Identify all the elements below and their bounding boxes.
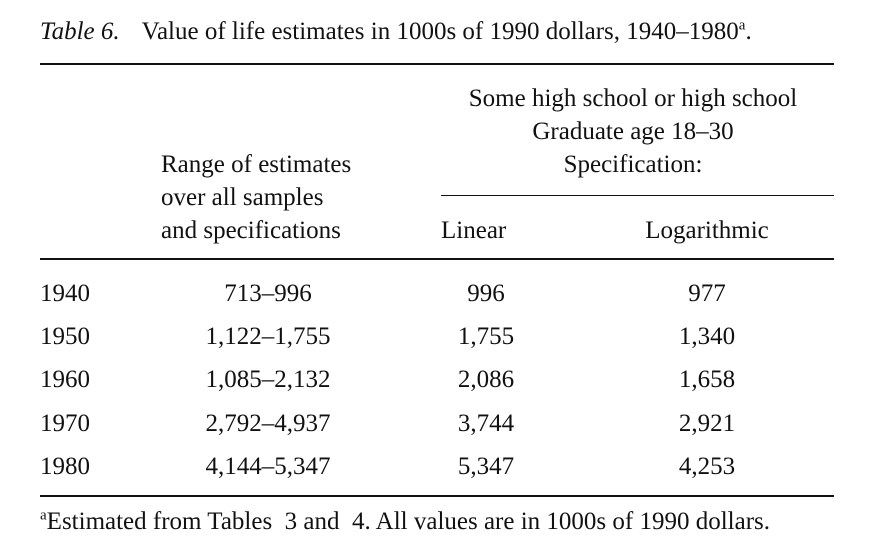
linear-cell: 996 <box>467 280 505 307</box>
group-header-line1: Some high school or high school <box>468 85 798 112</box>
range-cell: 1,122–1,755 <box>205 323 331 350</box>
linear-cell: 3,744 <box>457 410 515 437</box>
table-label: Table 6. <box>40 18 120 45</box>
table-footnote: aEstimated from Tables 3 and 4. All valu… <box>40 508 770 536</box>
log-cell: 977 <box>688 280 726 307</box>
log-cell: 4,253 <box>678 453 736 480</box>
range-header-line3: and specifications <box>161 217 341 244</box>
log-cell: 2,921 <box>678 410 736 437</box>
range-cell: 713–996 <box>224 280 312 307</box>
range-header-line1: Range of estimates <box>161 151 352 178</box>
top-rule <box>40 63 834 65</box>
header-rule <box>40 258 834 260</box>
title-note-marker: a <box>738 17 746 34</box>
logarithmic-header: Logarithmic <box>645 217 769 244</box>
group-header-rule <box>441 195 834 196</box>
year-cell: 1960 <box>40 366 90 393</box>
group-header-line2: Graduate age 18–30 <box>532 118 734 145</box>
linear-cell: 2,086 <box>457 366 515 393</box>
title-period: . <box>745 18 752 45</box>
bottom-rule <box>40 495 834 497</box>
footnote-text: Estimated from Tables 3 and 4. All value… <box>46 508 771 535</box>
year-cell: 1980 <box>40 453 90 480</box>
range-cell: 1,085–2,132 <box>205 366 331 393</box>
year-cell: 1970 <box>40 410 90 437</box>
year-cell: 1950 <box>40 323 90 350</box>
log-cell: 1,340 <box>678 323 736 350</box>
linear-cell: 5,347 <box>457 453 515 480</box>
linear-header: Linear <box>441 217 507 244</box>
group-header-line3: Specification: <box>563 151 703 178</box>
footnote-marker: a <box>40 507 47 524</box>
range-cell: 4,144–5,347 <box>205 453 331 480</box>
table-caption: Table 6. Value of life estimates in 1000s… <box>40 18 752 46</box>
range-header-line2: over all samples <box>161 184 324 211</box>
year-cell: 1940 <box>40 280 90 307</box>
table-title: Value of life estimates in 1000s of 1990… <box>141 18 739 45</box>
log-cell: 1,658 <box>678 366 736 393</box>
range-cell: 2,792–4,937 <box>205 410 331 437</box>
linear-cell: 1,755 <box>457 323 515 350</box>
